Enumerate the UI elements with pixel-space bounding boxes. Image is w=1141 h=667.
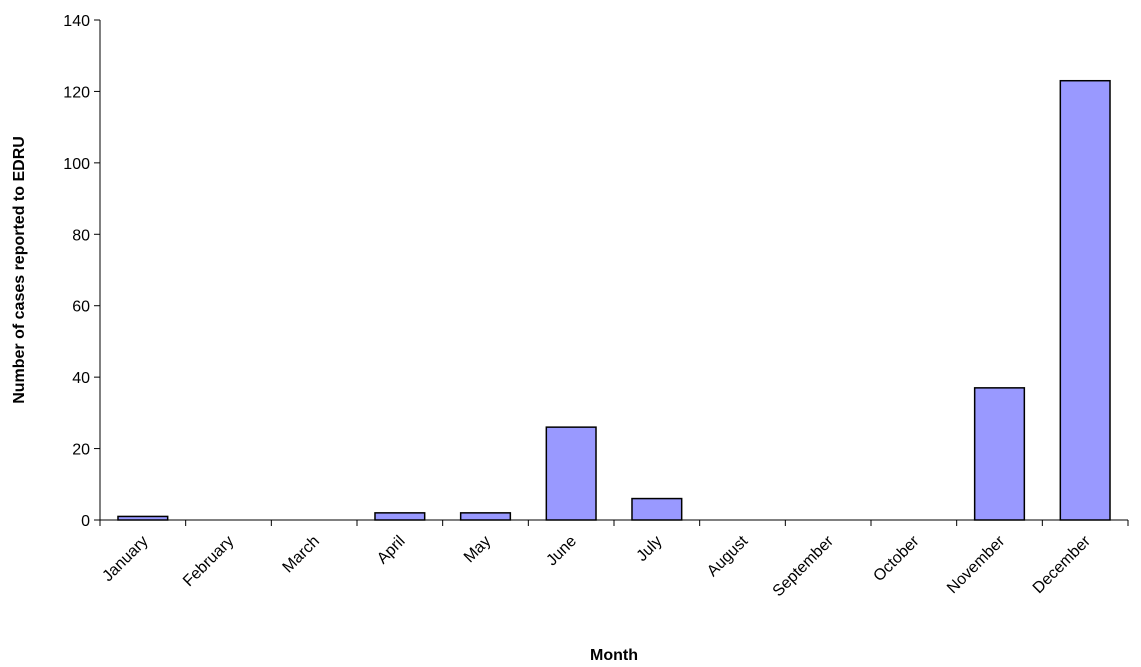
y-axis-ticks: 0 20 40 60 80 100 120 140	[63, 13, 100, 530]
x-tick-label-august: August	[704, 532, 752, 580]
x-tick-label-december: December	[1030, 532, 1095, 597]
bar-july	[631, 497, 683, 521]
x-tick-label-june: June	[543, 533, 580, 570]
bar-may	[459, 512, 512, 521]
x-axis-title: Month	[590, 647, 638, 664]
y-tick-label: 140	[63, 13, 90, 30]
x-tick-label-july: July	[634, 533, 666, 565]
y-axis-title: Number of cases reported to EDRU	[11, 136, 28, 404]
x-tick-label-march: March	[280, 533, 323, 576]
x-tick-label-april: April	[374, 533, 409, 568]
x-tick-label-january: January	[99, 533, 151, 585]
bars	[117, 79, 1111, 521]
y-tick-label: 80	[72, 227, 90, 244]
x-tick-label-may: May	[461, 533, 494, 566]
bar-april	[374, 512, 426, 521]
y-tick-label: 0	[81, 513, 90, 530]
y-tick-label: 120	[63, 84, 90, 101]
bar-november	[973, 387, 1026, 521]
x-tick-label-february: February	[180, 533, 237, 590]
y-tick-label: 100	[63, 156, 90, 173]
bar-january	[117, 515, 169, 521]
x-tick-label-october: October	[870, 532, 923, 585]
bar-june	[545, 426, 597, 521]
bar-december	[1059, 79, 1111, 521]
y-tick-label: 40	[72, 370, 90, 387]
x-tick-label-november: November	[944, 532, 1009, 597]
x-tick-label-september: September	[770, 532, 838, 600]
y-tick-label: 60	[72, 299, 90, 316]
y-tick-label: 20	[72, 442, 90, 459]
x-axis-ticks: January February March April May June July Augu…	[99, 520, 1129, 600]
